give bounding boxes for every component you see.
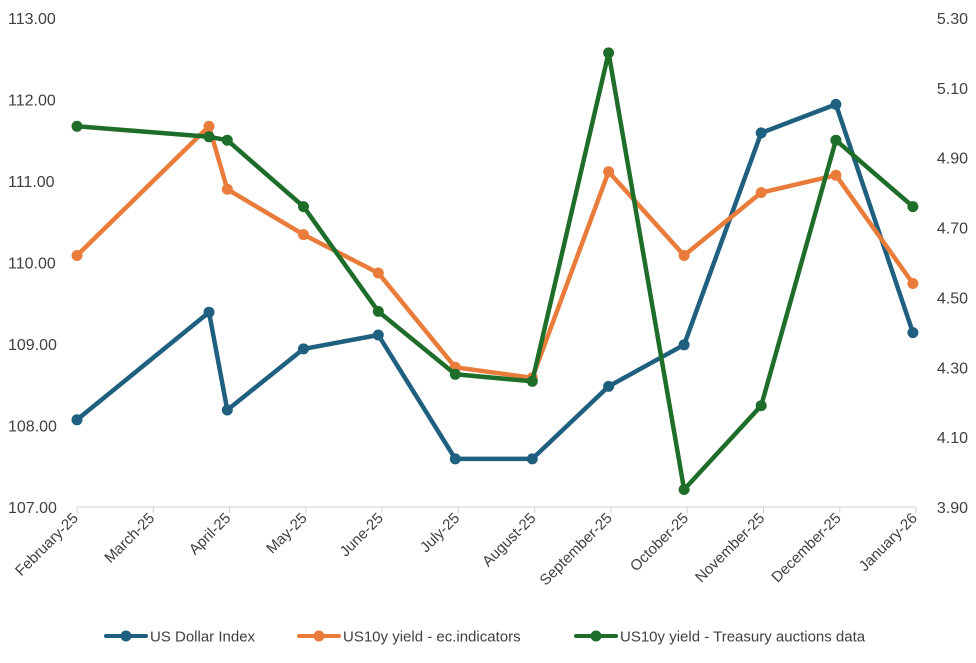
data-point: [755, 127, 767, 139]
y-right-tick-label: 5.30: [937, 11, 968, 28]
y-left-tick-label: 110.00: [8, 256, 56, 273]
data-point: [221, 183, 233, 195]
legend-label: US Dollar Index: [150, 629, 256, 646]
x-tick-label: April-25: [186, 510, 235, 559]
data-point: [678, 250, 690, 261]
y-left-tick-label: 113.00: [8, 11, 56, 28]
data-point: [678, 339, 690, 351]
y-right-tick-label: 4.90: [937, 151, 968, 168]
y-left-tick-label: 112.00: [8, 93, 56, 110]
data-point: [603, 380, 615, 392]
y-right-tick-label: 5.10: [937, 81, 968, 98]
data-point: [755, 187, 767, 199]
data-point: [603, 166, 615, 178]
y-right-tick-label: 3.90: [937, 500, 968, 517]
data-point: [221, 134, 233, 146]
y-left-tick-label: 109.00: [8, 337, 57, 354]
series-us10y-yield-treasury-auctions-data: [71, 47, 919, 495]
data-point: [298, 201, 309, 213]
data-point: [907, 278, 919, 289]
data-point: [526, 453, 538, 465]
y-left-tick-label: 107.00: [8, 500, 57, 517]
data-point: [449, 453, 461, 465]
legend-label: US10y yield - ec.indicators: [343, 629, 521, 646]
x-tick-label: July-25: [417, 510, 463, 556]
legend-item: US10y yield - ec.indicators: [297, 629, 521, 646]
legend-marker: [313, 630, 325, 642]
data-point: [907, 327, 919, 339]
legend-marker: [120, 630, 132, 642]
y-right-tick-label: 4.70: [937, 221, 968, 238]
data-point: [830, 169, 842, 181]
data-point: [678, 484, 690, 495]
data-point: [526, 375, 538, 387]
legend-label: US10y yield - Treasury auctions data: [620, 629, 866, 646]
y-left-tick-label: 108.00: [8, 419, 57, 436]
data-point: [71, 120, 83, 132]
data-point: [907, 201, 919, 213]
x-tick-label: November-25: [692, 510, 768, 586]
x-tick-label: December-25: [768, 510, 844, 586]
data-point: [203, 306, 215, 318]
y-left-tick-label: 111.00: [8, 174, 55, 191]
x-tick-label: September-25: [536, 510, 615, 589]
y-right-tick-label: 4.10: [937, 430, 968, 447]
legend-item: US10y yield - Treasury auctions data: [574, 629, 866, 646]
x-tick-label: February-25: [12, 510, 82, 580]
data-point: [71, 250, 83, 261]
series-line: [74, 50, 916, 492]
data-point: [603, 47, 615, 59]
data-point: [372, 329, 384, 341]
data-point: [221, 404, 233, 416]
series-us-dollar-index: [71, 98, 919, 465]
x-tick-label: October-25: [627, 510, 692, 575]
series-line: [74, 124, 916, 381]
data-point: [372, 267, 384, 279]
x-tick-label: August-25: [479, 510, 539, 570]
y-right-tick-label: 4.30: [937, 360, 968, 377]
data-point: [203, 120, 215, 132]
series-us10y-yield-ec-indicators: [71, 120, 919, 384]
x-tick-label: May-25: [263, 510, 310, 557]
data-point: [203, 131, 215, 143]
x-tick-label: June-25: [337, 510, 387, 560]
data-point: [830, 134, 842, 146]
legend-item: US Dollar Index: [104, 629, 256, 646]
data-point: [298, 229, 309, 241]
legend-marker: [590, 630, 602, 642]
data-point: [372, 305, 384, 317]
x-tick-label: March-25: [101, 510, 158, 567]
data-point: [71, 414, 83, 426]
data-point: [830, 98, 842, 110]
data-point: [449, 368, 461, 380]
data-point: [755, 400, 767, 412]
data-point: [298, 343, 309, 355]
series-line: [74, 102, 916, 462]
y-right-tick-label: 4.50: [937, 290, 968, 307]
x-tick-label: January-26: [856, 510, 921, 575]
